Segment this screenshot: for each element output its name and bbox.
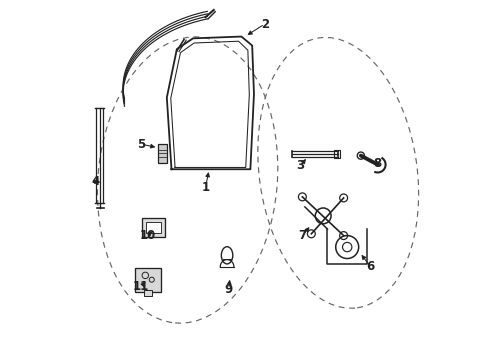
Text: 6: 6 <box>367 260 375 273</box>
Bar <box>144 290 152 296</box>
FancyBboxPatch shape <box>146 222 161 233</box>
Text: 8: 8 <box>373 157 382 170</box>
Bar <box>158 144 167 163</box>
Text: 4: 4 <box>91 175 99 188</box>
Text: 5: 5 <box>137 138 145 150</box>
Text: 10: 10 <box>139 229 156 242</box>
Bar <box>334 150 340 158</box>
Text: 11: 11 <box>133 280 149 293</box>
Text: 3: 3 <box>296 159 305 172</box>
FancyBboxPatch shape <box>142 218 165 237</box>
Text: 7: 7 <box>298 229 306 242</box>
Text: 1: 1 <box>201 181 210 194</box>
FancyBboxPatch shape <box>135 267 161 292</box>
Text: 2: 2 <box>261 18 269 31</box>
Text: 9: 9 <box>225 283 233 296</box>
